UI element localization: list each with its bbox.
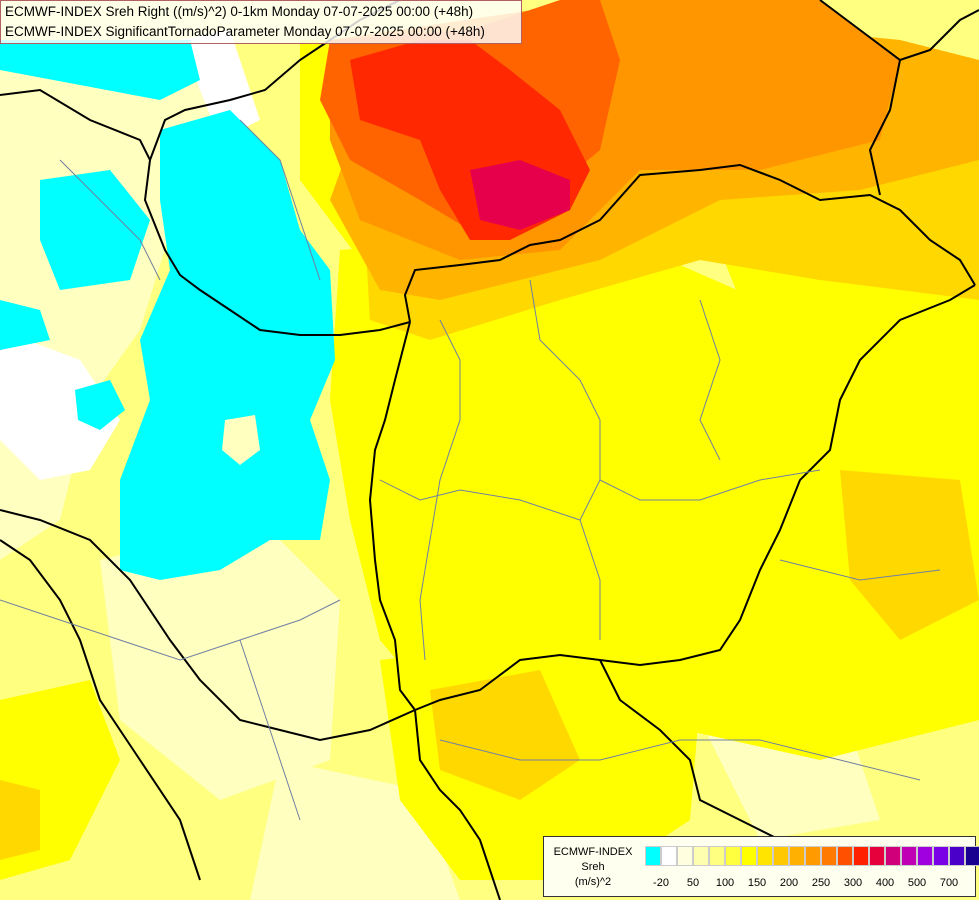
legend-tick-label: 500 <box>907 877 927 889</box>
field-cyan-main <box>120 110 335 580</box>
field-cyan-small <box>75 380 125 430</box>
legend-unit: (m/s)^2 <box>574 876 612 888</box>
region-line-3 <box>599 469 821 501</box>
legend-swatch <box>853 846 869 866</box>
field-gold-south <box>430 670 580 800</box>
border-serbia <box>414 709 501 900</box>
region-line-11 <box>239 639 301 821</box>
legend-swatch <box>789 846 805 866</box>
region-line-2 <box>529 279 601 640</box>
legend-swatch <box>661 846 677 866</box>
border-slovakia-hungary <box>403 163 976 323</box>
field-hole <box>222 415 260 465</box>
field-white-patch-2 <box>180 30 260 140</box>
legend-swatch <box>741 846 757 866</box>
legend-tick-label: 200 <box>779 877 799 889</box>
border-croatia <box>0 509 416 742</box>
field-gold-west <box>0 780 40 860</box>
field-orange-ne <box>660 50 740 120</box>
region-line-7 <box>439 739 921 781</box>
legend-swatch <box>869 846 885 866</box>
field-cyan-top <box>0 40 200 100</box>
legend-swatch <box>645 846 661 866</box>
map-title-line-2: ECMWF-INDEX SignificantTornadoParameter … <box>5 24 485 39</box>
legend-swatch <box>693 846 709 866</box>
field-yellow-central <box>330 230 979 760</box>
legend-swatch <box>805 846 821 866</box>
legend-swatches <box>645 846 979 866</box>
legend-swatch <box>949 846 965 866</box>
legend-swatch <box>837 846 853 866</box>
legend-tick-label: 300 <box>843 877 863 889</box>
legend-swatch <box>677 846 693 866</box>
region-line-5 <box>699 299 721 461</box>
legend-tick-label: 100 <box>715 877 735 889</box>
field-cyan-west <box>0 300 50 350</box>
region-line-10 <box>779 559 941 581</box>
border-hungary-west <box>368 321 416 711</box>
region-line-8 <box>239 119 321 281</box>
border-austria-north <box>143 159 411 336</box>
field-white-patch <box>0 330 120 480</box>
region-line-4 <box>379 479 581 521</box>
field-cyan-nw <box>40 170 150 290</box>
map-title-box: ECMWF-INDEX Sreh Right ((m/s)^2) 0-1km M… <box>0 0 522 44</box>
region-line-9 <box>59 159 161 281</box>
field-crimson <box>470 160 570 230</box>
legend-tick-label: -20 <box>653 877 669 889</box>
border-east-vert <box>868 59 901 196</box>
legend-variable: Sreh <box>581 861 605 873</box>
legend-tick-label: 50 <box>686 877 700 889</box>
legend-tick-label: 400 <box>875 877 895 889</box>
legend-tick-label: 700 <box>939 877 959 889</box>
legend-swatch <box>933 846 949 866</box>
field-gold-east <box>840 470 979 640</box>
border-ne <box>819 0 979 62</box>
border-hungary-east <box>414 284 976 711</box>
legend-swatch <box>757 846 773 866</box>
color-legend: ECMWF-INDEX Sreh (m/s)^2 -20 50 100 150 200 2… <box>543 836 979 897</box>
legend-swatch <box>917 846 933 866</box>
legend-swatch <box>725 846 741 866</box>
legend-swatch <box>773 846 789 866</box>
region-line-6 <box>0 599 341 661</box>
legend-swatch <box>885 846 901 866</box>
legend-swatch <box>901 846 917 866</box>
region-line-1 <box>419 319 461 661</box>
map-title-line-1: ECMWF-INDEX Sreh Right ((m/s)^2) 0-1km M… <box>5 4 474 19</box>
legend-swatch <box>821 846 837 866</box>
legend-swatch <box>709 846 725 866</box>
border-sw <box>0 539 201 881</box>
legend-tick-label: 150 <box>747 877 767 889</box>
legend-title: ECMWF-INDEX <box>553 846 633 858</box>
legend-swatch <box>965 846 979 866</box>
legend-tick-label: 250 <box>811 877 831 889</box>
